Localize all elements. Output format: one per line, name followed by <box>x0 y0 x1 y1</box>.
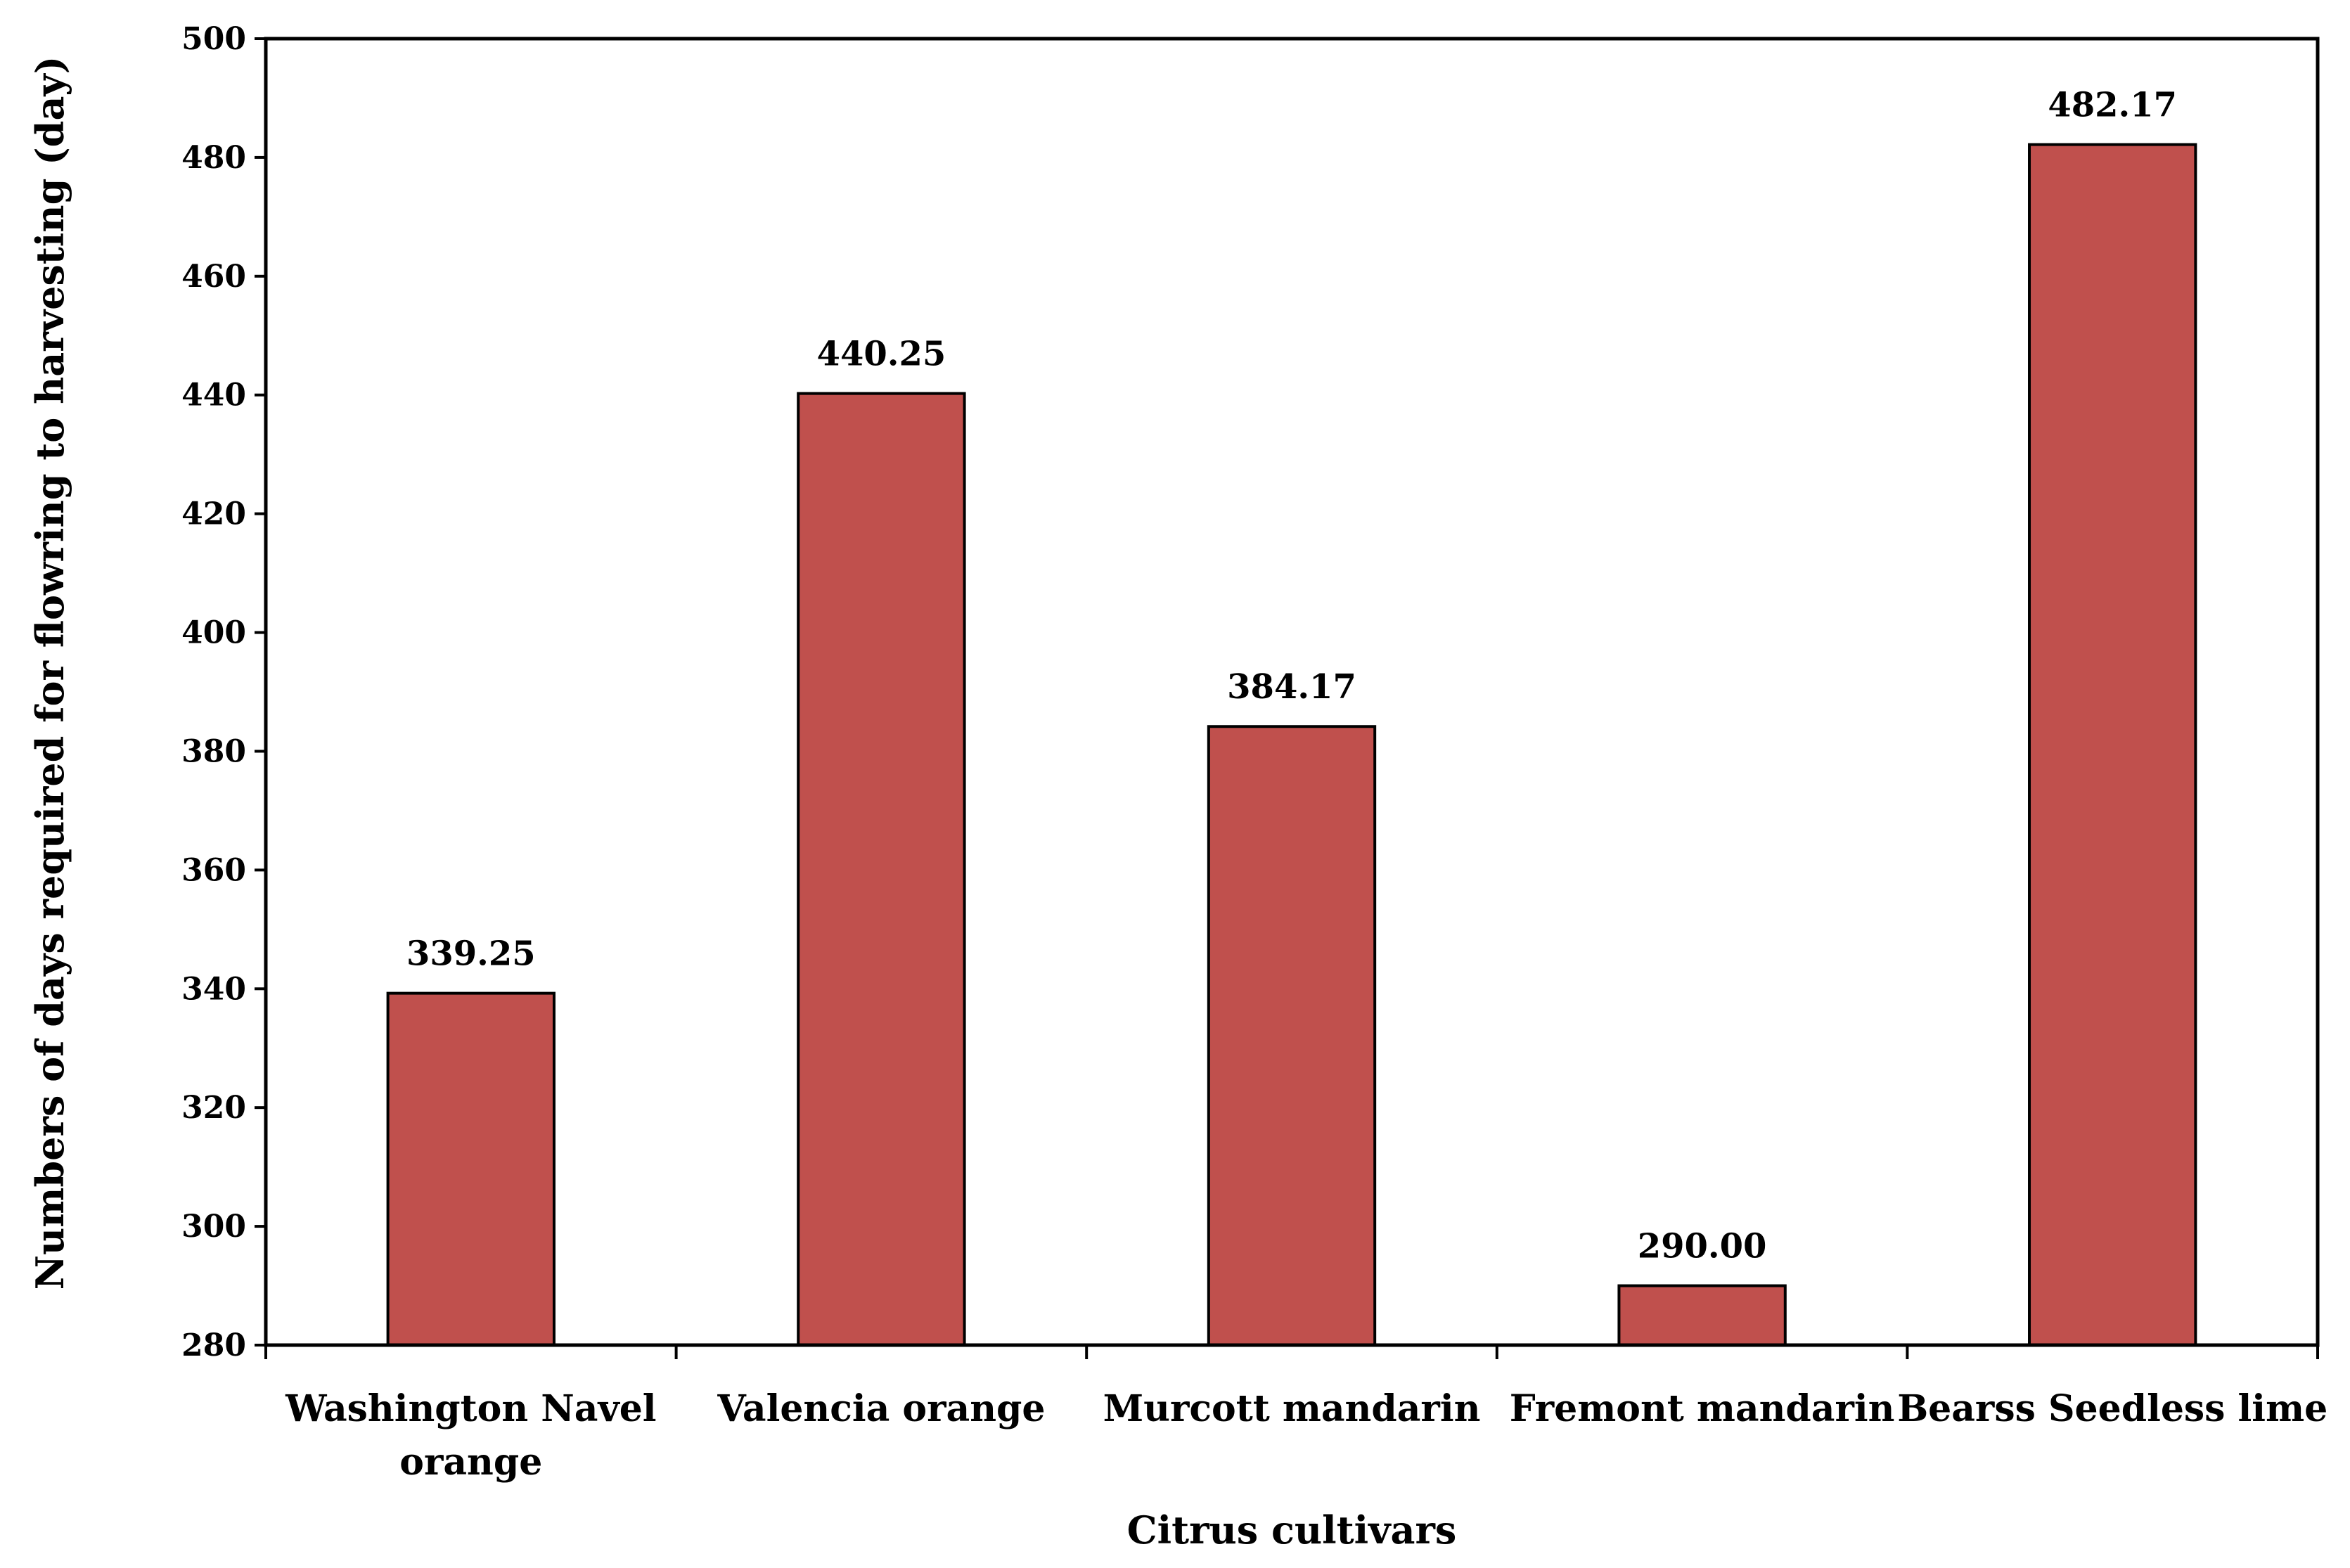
labels-layer: 280 300 320 340 360 380 400 420 440 460 480 500 339.… <box>181 21 2327 1484</box>
category-label: Murcott mandarin <box>1103 1387 1481 1430</box>
data-label: 482.17 <box>2048 86 2177 125</box>
category-label: Fremont mandarin <box>1510 1387 1895 1430</box>
y-tick-label: 280 <box>181 1328 246 1363</box>
bar <box>386 991 556 1347</box>
category-label: Bearss Seedless lime <box>1897 1387 2327 1430</box>
category-label: Washington Navel orange <box>285 1387 656 1484</box>
data-label: 290.00 <box>1638 1227 1767 1266</box>
data-label: 440.25 <box>817 335 946 374</box>
bar <box>797 392 966 1347</box>
y-tick-label: 460 <box>181 259 246 295</box>
y-tick-label: 420 <box>181 496 246 532</box>
y-tick-label: 320 <box>181 1090 246 1126</box>
plot-area-frame <box>264 37 2320 1347</box>
y-tick-label: 380 <box>181 733 246 769</box>
axis-layer <box>255 37 2320 1359</box>
y-tick-label: 500 <box>181 21 246 57</box>
y-tick-label: 400 <box>181 615 246 651</box>
bar <box>2028 143 2197 1347</box>
bars-layer <box>386 143 2197 1347</box>
y-tick-label: 480 <box>181 140 246 176</box>
bar <box>1617 1284 1787 1347</box>
bar <box>1207 725 1377 1347</box>
x-axis-title: Citrus cultivars <box>1127 1508 1457 1553</box>
data-label: 384.17 <box>1227 667 1356 707</box>
data-label: 339.25 <box>406 934 536 974</box>
y-tick-label: 340 <box>181 971 246 1007</box>
y-tick-label: 300 <box>181 1209 246 1245</box>
y-tick-label: 440 <box>181 378 246 413</box>
y-axis-title: Numbers of days required for flowring to… <box>27 56 72 1290</box>
y-tick-label: 360 <box>181 852 246 888</box>
category-label: Valencia orange <box>717 1387 1045 1430</box>
